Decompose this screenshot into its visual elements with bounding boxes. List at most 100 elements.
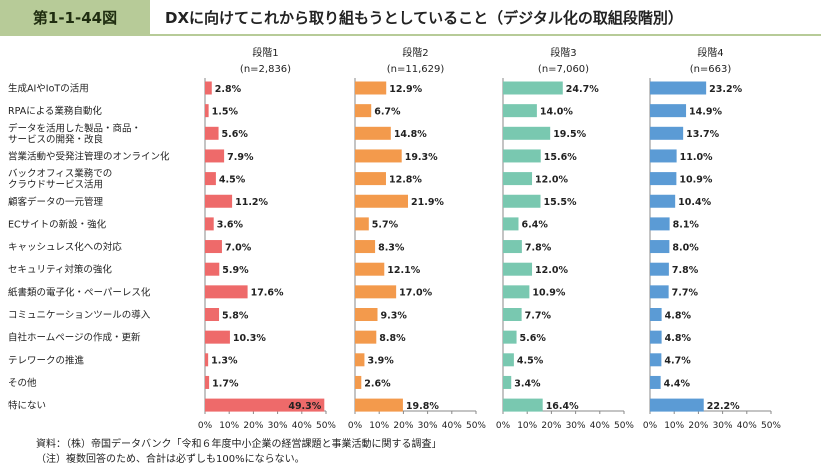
data-label: 2.6%	[364, 378, 391, 389]
bar	[205, 172, 216, 186]
x-tick-label: 50%	[316, 421, 336, 431]
bar	[355, 330, 377, 344]
bar	[503, 104, 537, 118]
bar	[503, 398, 543, 412]
header-rule	[0, 34, 821, 36]
bar	[650, 262, 669, 276]
bar	[503, 375, 512, 389]
data-label: 1.5%	[212, 106, 239, 117]
bar	[650, 285, 669, 299]
data-label: 1.7%	[212, 378, 239, 389]
data-label: 7.8%	[525, 242, 552, 253]
bar	[355, 172, 386, 186]
bar	[355, 308, 378, 321]
x-tick-label: 50%	[466, 421, 486, 431]
data-label: 12.1%	[387, 265, 420, 276]
data-label: 24.7%	[566, 84, 599, 95]
bar	[503, 353, 514, 367]
x-tick-label: 10%	[517, 421, 537, 431]
panel-n-label: (n=2,836)	[240, 64, 291, 75]
bar	[205, 104, 209, 118]
bar	[650, 398, 704, 412]
data-label: 8.3%	[378, 242, 405, 253]
bar	[650, 240, 670, 254]
data-label: 1.3%	[211, 356, 238, 367]
bar	[205, 375, 210, 389]
bar	[503, 172, 533, 186]
x-tick-label: 40%	[737, 421, 757, 431]
x-tick-label: 40%	[292, 421, 312, 431]
bar	[650, 149, 677, 163]
data-label: 8.8%	[379, 333, 406, 344]
bar	[355, 104, 372, 118]
data-label: 4.5%	[219, 174, 246, 185]
data-label: 10.3%	[233, 333, 266, 344]
source-note: 資料：（株）帝国データバンク「令和６年度中小企業の経営課題と事業活動に関する調査…	[36, 439, 442, 450]
data-label: 19.5%	[553, 129, 586, 140]
bar	[650, 172, 677, 186]
bar	[503, 262, 533, 276]
data-label: 5.9%	[222, 265, 249, 276]
bar	[205, 353, 209, 367]
panel-title: 段階1	[252, 46, 278, 59]
bar	[205, 285, 248, 299]
category-label: コミュニケーションツールの導入	[8, 309, 151, 321]
bar	[503, 285, 530, 299]
data-label: 3.9%	[367, 356, 394, 367]
data-label: 3.4%	[514, 378, 541, 389]
x-tick-label: 30%	[268, 421, 288, 431]
bar	[503, 81, 563, 95]
x-tick-label: 0%	[643, 421, 658, 431]
data-label: 8.1%	[673, 220, 700, 231]
panel-title: 段階2	[402, 46, 428, 59]
x-tick-label: 20%	[243, 421, 263, 431]
bar	[355, 217, 369, 231]
data-label: 19.8%	[406, 401, 439, 412]
data-label: 17.6%	[251, 288, 284, 299]
data-label: 12.8%	[389, 174, 422, 185]
category-label: 顧客データの一元管理	[8, 196, 104, 208]
data-label: 4.5%	[517, 356, 544, 367]
bar	[205, 262, 220, 276]
x-tick-label: 0%	[348, 421, 363, 431]
data-label: 23.2%	[709, 84, 742, 95]
bar	[355, 194, 408, 208]
footnote: （注）複数回答のため、合計は必ずしも100%にならない。	[36, 454, 305, 465]
bar	[650, 126, 684, 140]
data-label: 16.4%	[546, 401, 579, 412]
bar	[355, 262, 385, 276]
data-label: 4.4%	[664, 378, 691, 389]
category-label: その他	[8, 377, 37, 389]
panel-n-label: (n=663)	[690, 64, 732, 75]
data-label: 4.7%	[664, 356, 691, 367]
category-label: バックオフィス業務でのクラウドサービス活用	[8, 168, 112, 191]
category-label: 紙書類の電子化・ペーパーレス化	[8, 286, 151, 298]
x-tick-label: 20%	[393, 421, 413, 431]
data-label: 3.6%	[217, 220, 244, 231]
data-label: 15.6%	[544, 152, 577, 163]
bar	[650, 104, 687, 118]
data-label: 12.9%	[389, 84, 422, 95]
bar	[650, 217, 670, 231]
bar	[355, 375, 362, 389]
bar	[205, 126, 219, 140]
category-label: 自社ホームページの作成・更新	[8, 332, 141, 344]
x-tick-label: 50%	[761, 421, 781, 431]
bar	[205, 240, 222, 254]
data-label: 2.8%	[215, 84, 242, 95]
x-tick-label: 30%	[418, 421, 438, 431]
data-label: 14.9%	[689, 106, 722, 117]
x-tick-label: 0%	[198, 421, 213, 431]
x-tick-label: 50%	[614, 421, 634, 431]
data-label: 10.4%	[678, 197, 711, 208]
bar	[355, 126, 391, 140]
bar	[650, 194, 676, 208]
bar	[650, 375, 661, 389]
data-label: 5.7%	[372, 220, 399, 231]
category-label: 特にない	[8, 400, 46, 412]
bar	[205, 330, 230, 344]
data-label: 6.7%	[374, 106, 401, 117]
data-label: 10.9%	[532, 288, 565, 299]
x-tick-label: 0%	[496, 421, 511, 431]
bar	[205, 194, 233, 208]
